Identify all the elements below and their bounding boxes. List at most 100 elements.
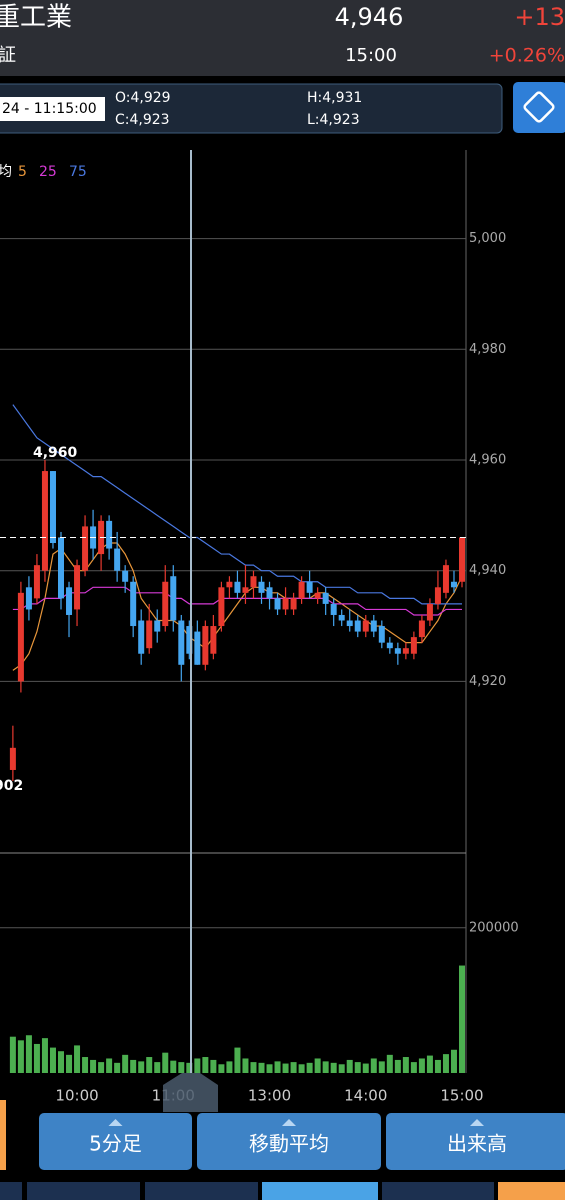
candle-body [362, 620, 369, 632]
volume-bar [122, 1054, 129, 1073]
volume-bar [354, 1062, 361, 1073]
button-arrow [108, 1119, 123, 1126]
volume-bar [442, 1054, 449, 1073]
y-tick-label: 5,000 [469, 231, 506, 246]
volume-bar [378, 1061, 385, 1073]
volume-bar [459, 965, 465, 1073]
price: 4,946 [335, 3, 404, 31]
toolbar-button[interactable]: 出来高 [386, 1113, 565, 1170]
left-tab[interactable] [0, 1100, 6, 1170]
candle-body [202, 626, 209, 665]
tab[interactable] [0, 1182, 22, 1200]
volume-bar [114, 1062, 121, 1073]
button-arrow [282, 1119, 296, 1126]
candle-body [459, 537, 465, 582]
candle-body [170, 576, 177, 621]
button-label: 5分足 [89, 1132, 142, 1156]
volume-bar [25, 1035, 32, 1073]
tab[interactable] [382, 1182, 494, 1200]
button-bg[interactable] [386, 1113, 565, 1170]
toolbar-button[interactable]: 移動平均 [197, 1113, 381, 1170]
volume-bar [41, 1038, 48, 1073]
ma-line [12, 404, 462, 605]
candle-body [442, 565, 449, 593]
volume-bar [58, 1051, 64, 1073]
volume-bar [250, 1062, 257, 1073]
change: +13 [514, 3, 565, 31]
candle-body [25, 587, 32, 610]
volume-bar [106, 1058, 113, 1073]
candle-body [138, 620, 145, 654]
legend-entry: 25 [39, 164, 57, 180]
tab[interactable] [498, 1182, 565, 1200]
candle-body [314, 592, 321, 599]
volume-bar [362, 1063, 369, 1073]
candle-body [186, 626, 193, 654]
info-box [0, 83, 503, 134]
candle-body [122, 570, 129, 582]
volume-bar [450, 1049, 457, 1073]
button-bg[interactable] [39, 1113, 192, 1170]
candle-body [33, 565, 40, 599]
volume-bar [338, 1064, 345, 1073]
candle-body [234, 581, 241, 593]
candle-body [434, 587, 441, 604]
volume-bar [186, 1062, 193, 1073]
button-bg[interactable] [197, 1113, 381, 1170]
legend-entry: 75 [69, 164, 87, 180]
stock-name: 重工業 [0, 3, 72, 33]
volume-bar [194, 1058, 201, 1073]
time-chip [0, 97, 105, 121]
tab[interactable] [145, 1182, 258, 1200]
volume-bar [394, 1059, 401, 1073]
volume-bar [98, 1062, 105, 1073]
volume-bar [274, 1061, 281, 1073]
x-tick-label: 10:00 [55, 1087, 98, 1105]
candle-body [418, 620, 425, 638]
volume-bar [49, 1047, 56, 1073]
volume-bar [82, 1057, 89, 1073]
candle-body [242, 587, 249, 593]
volume-bar [314, 1058, 321, 1073]
candle-body [210, 626, 217, 654]
candle-body [146, 620, 153, 649]
volume-bar [33, 1043, 40, 1073]
info-time: 24 - 11:15:00 [2, 101, 97, 117]
x-tick-label: 13:00 [248, 1087, 291, 1105]
volume-bar [170, 1060, 177, 1073]
button-label: 出来高 [447, 1132, 507, 1156]
candle-body [426, 603, 433, 621]
candle-body [49, 471, 56, 544]
candle-body [258, 581, 265, 593]
candle-body [346, 620, 353, 627]
info-high: H:4,931 [307, 90, 362, 106]
candle-body [378, 626, 385, 643]
header-bg [0, 0, 565, 76]
toolbar-button[interactable]: 5分足 [39, 1113, 192, 1170]
candle-body [162, 581, 169, 627]
tab-active[interactable] [262, 1182, 378, 1200]
volume-bar [402, 1057, 409, 1073]
rotate-bg[interactable] [513, 82, 565, 133]
volume-bar [266, 1064, 273, 1073]
volume-bar [306, 1062, 313, 1073]
volume-bar [298, 1064, 305, 1073]
y-tick-label: 4,920 [469, 674, 506, 689]
market: 証 [0, 45, 16, 66]
candle-body [194, 631, 201, 665]
info-open: O:4,929 [115, 90, 171, 106]
volume-bar [282, 1063, 289, 1073]
annotation: 4,960 [33, 445, 78, 461]
time: 15:00 [345, 45, 397, 66]
volume-bar [322, 1061, 329, 1073]
tab[interactable] [27, 1182, 140, 1200]
crosshair-handle[interactable] [163, 1073, 218, 1112]
candle-body [17, 592, 24, 682]
volume-bar [74, 1045, 81, 1073]
rotate-button[interactable] [513, 82, 565, 133]
volume-bar [370, 1058, 377, 1073]
legend-entry: 5 [18, 164, 27, 180]
candle-body [450, 581, 457, 588]
candle-body [74, 565, 81, 610]
